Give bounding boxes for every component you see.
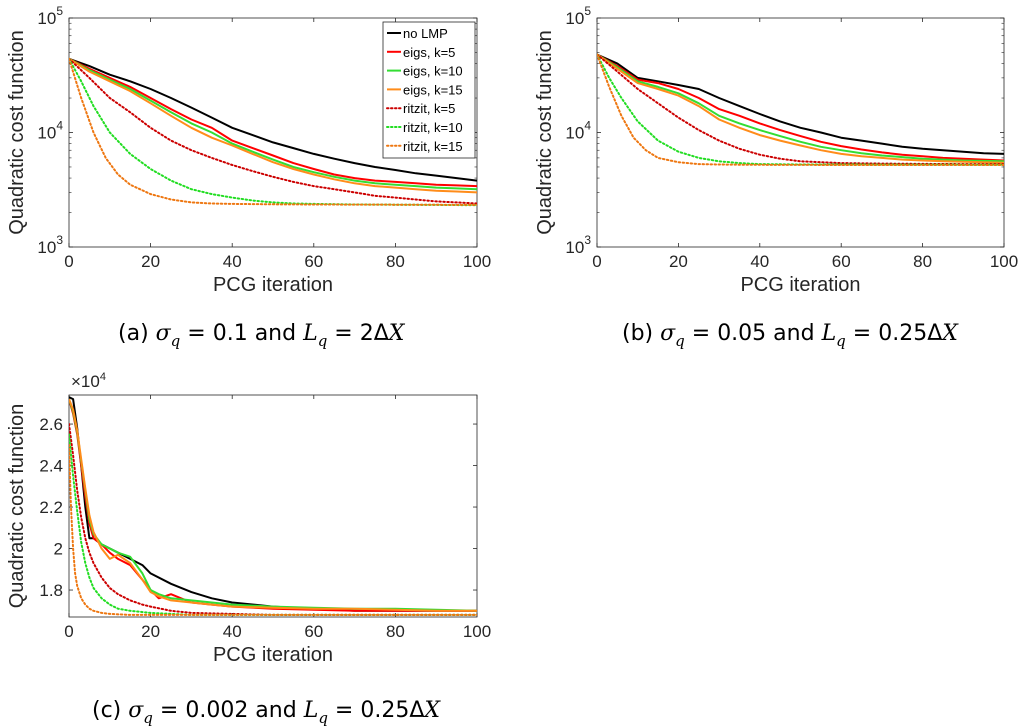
- legend-entry-label: no LMP: [403, 26, 448, 41]
- y-tick-label: 1.8: [39, 581, 63, 600]
- chart-panel-3: 0 20 40 60 80 100 1.8 2 2.2 2.4 2.6 ×104 PCG iterati…: [6, 371, 491, 666]
- x-tick-label: 20: [141, 252, 160, 271]
- chart-panel-1: 0 20 40 60 80 100 103 104 105 PCG iteration Quadra…: [6, 4, 491, 296]
- y-tick-label: 2: [54, 540, 63, 559]
- series-line-eigs-k-10: [69, 57, 477, 191]
- y-axis-label: Quadratic cost function: [6, 404, 28, 609]
- y-tick-label: 104: [37, 119, 63, 143]
- x-axis-label: PCG iteration: [213, 644, 333, 666]
- series-line-ritzit-k-15: [69, 57, 477, 206]
- series-line-ritzit-k-15: [69, 443, 477, 616]
- x-tick-label: 40: [223, 622, 242, 641]
- x-tick-label: 0: [64, 622, 73, 641]
- legend-entry-label: eigs, k=15: [403, 82, 463, 97]
- legend-entry-label: eigs, k=5: [403, 45, 455, 60]
- y-tick-label: 103: [37, 233, 63, 257]
- x-tick-label: 40: [750, 252, 769, 271]
- y-tick-label: 2.6: [39, 415, 63, 434]
- subfigure-caption: (b) σq = 0.05 and Lq = 0.25ΔX: [622, 321, 959, 350]
- x-tick-label: 80: [913, 252, 932, 271]
- x-tick-label: 60: [304, 622, 323, 641]
- x-tick-label: 80: [386, 622, 405, 641]
- series-line-eigs-k-5: [69, 57, 477, 188]
- series-line-ritzit-k-5: [597, 53, 1004, 166]
- x-tick-label: 100: [463, 622, 491, 641]
- y-axis-label: Quadratic cost function: [6, 30, 28, 235]
- series-line-eigs-k-10: [597, 53, 1004, 163]
- series-line-eigs-k-15: [597, 53, 1004, 164]
- legend-entry-label: eigs, k=10: [403, 64, 463, 79]
- x-tick-label: 20: [141, 622, 160, 641]
- series-line-ritzit-k-5: [69, 57, 477, 205]
- series-line-ritzit-k-15: [597, 53, 1004, 166]
- x-tick-label: 0: [592, 252, 601, 271]
- legend-entry-label: ritzit, k=5: [403, 101, 455, 116]
- y-axis-multiplier: ×104: [71, 371, 106, 391]
- legend-entry-label: ritzit, k=15: [403, 139, 463, 154]
- plot-area: [68, 394, 478, 618]
- y-tick-label: 105: [37, 4, 63, 28]
- y-tick-label: 103: [565, 233, 591, 257]
- x-tick-label: 60: [832, 252, 851, 271]
- legend-entry-label: ritzit, k=10: [403, 120, 463, 135]
- subfigure-caption: (a) σq = 0.1 and Lq = 2ΔX: [118, 321, 406, 350]
- x-tick-label: 20: [669, 252, 688, 271]
- x-axis-label: PCG iteration: [213, 274, 333, 296]
- x-axis-label: PCG iteration: [740, 274, 860, 296]
- y-tick-label: 2.2: [39, 498, 63, 517]
- series-line-no-lmp: [69, 57, 477, 182]
- chart-panel-2: 0 20 40 60 80 100 103 104 105 PCG iteration Quadra…: [534, 4, 1018, 296]
- x-tick-label: 0: [64, 252, 73, 271]
- y-tick-label: 105: [565, 4, 591, 28]
- series-line-eigs-k-5: [597, 53, 1004, 162]
- x-tick-label: 80: [386, 252, 405, 271]
- subfigure-caption: (c) σq = 0.002 and Lq = 0.25ΔX: [92, 698, 441, 727]
- series-line-no-lmp: [597, 53, 1004, 155]
- series-line-eigs-k-15: [69, 398, 477, 612]
- y-tick-label: 104: [565, 119, 591, 143]
- y-tick-label: 2.4: [39, 457, 63, 476]
- x-tick-label: 40: [223, 252, 242, 271]
- x-tick-label: 100: [463, 252, 491, 271]
- legend: no LMP eigs, k=5 eigs, k=10 eigs, k=15 ritzi…: [382, 21, 476, 159]
- x-tick-label: 60: [304, 252, 323, 271]
- series-line-eigs-k-15: [69, 57, 477, 194]
- x-tick-label: 100: [990, 252, 1018, 271]
- y-axis-label: Quadratic cost function: [534, 30, 556, 235]
- series-line-ritzit-k-10: [597, 53, 1004, 166]
- plot-area: [596, 17, 1005, 248]
